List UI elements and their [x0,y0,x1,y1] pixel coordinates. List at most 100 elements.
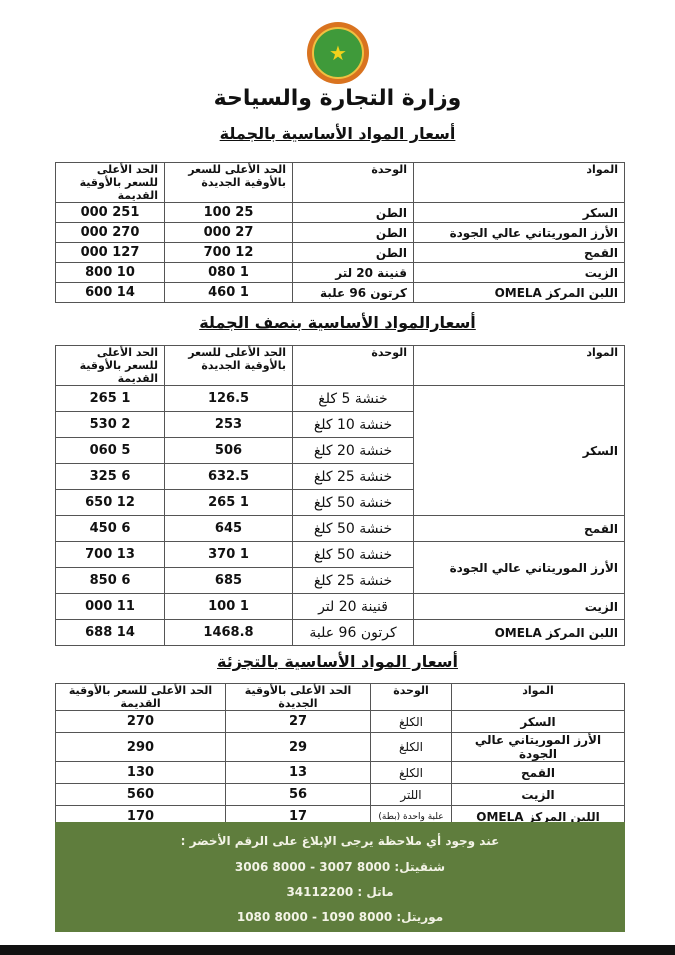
old-price-cell: 1 265 [55,385,165,412]
old-price-cell: 5 060 [55,437,165,464]
unit-cell: خنشة 5 كلغ [292,385,414,412]
unit-cell: خنشة 50 كلغ [292,541,414,568]
material-cell: اللبن المركز OMELA [413,282,625,303]
ministry-title: وزارة التجارة والسياحة [213,86,462,111]
old-price-cell: 251 000 [55,202,165,223]
new-price-cell: 13 [225,761,371,784]
retail-title: أسعار المواد الأساسية بالتجزئة [217,652,458,671]
table-row: القمح الكلغ 13 130 [55,761,625,784]
new-price-cell: 1 370 [164,541,293,568]
table-row: اللبن المركز OMELA كرتون 96 علبة 1 460 14 6… [55,282,625,303]
material-cell: الأرز الموريتاني عالي الجودة [413,541,625,594]
old-price-cell: 130 [55,761,226,784]
new-price-cell: 506 [164,437,293,464]
table-row: خنشة 25 كلغ 685 6 850 [55,567,625,594]
material-cell: الزيت [413,262,625,283]
unit-cell: الكلغ [370,710,452,733]
material-cell: القمح [413,242,625,263]
new-price-cell: 632.5 [164,463,293,490]
new-price-cell: 1 100 [164,593,293,620]
unit-cell: قنينة 20 لتر [292,262,414,283]
semi-wholesale-title: أسعارالمواد الأساسية بنصف الجملة [199,313,476,332]
table-row: الأرز الموريتاني عالي الجودة الكلغ 29 290 [55,732,625,762]
table-row: الزيت قنينة 20 لتر 1 100 11 000 [55,593,625,620]
table-row: خنشة 50 كلغ 1 265 12 650 [55,489,625,516]
unit-cell: كرتون 96 علبة [292,619,414,646]
note-line-mauritel: موريتل: 8000 1090 - 8000 1080 [236,910,444,924]
new-price-cell: 27 000 [164,222,293,243]
old-price-cell: 6 325 [55,463,165,490]
unit-cell: خنشة 50 كلغ [292,489,414,516]
new-price-cell: 25 100 [164,202,293,223]
unit-cell: قنينة 20 لتر [292,593,414,620]
table-row: القمح الطن 12 700 127 000 [55,242,625,263]
table-row: الأرز الموريتاني عالي الجودة الطن 27 000 27… [55,222,625,243]
table-row: السكر خنشة 5 كلغ 126.5 1 265 [55,385,625,516]
semi-wholesale-table: المواد الوحدة الحد الأعلى للسعر بالأوقية ا… [55,345,625,646]
material-cell: القمح [413,515,625,542]
old-price-cell: 14 688 [55,619,165,646]
old-price-cell: 14 600 [55,282,165,303]
header-old-price: الحد الأعلى للسعر بالأوقية القديمة [55,162,165,203]
header-new-price: الحد الأعلى للسعر بالأوقية الجديدة [164,162,293,203]
wholesale-title: أسعار المواد الأساسية بالجملة [219,124,456,143]
header-new-price: الحد الأعلى بالأوقية الجديدة [225,683,371,711]
note-line-mattel: ماتل : 34112200 [286,885,394,899]
new-price-cell: 27 [225,710,371,733]
bottom-bar [0,945,675,955]
unit-cell: خنشة 20 كلغ [292,437,414,464]
material-cell: السكر [451,710,625,733]
header-row: المواد الوحدة الحد الأعلى للسعر بالأوقية ا… [55,162,625,203]
header-old-price: الحد الأعلى للسعر بالأوقية القديمة [55,345,165,386]
old-price-cell: 10 800 [55,262,165,283]
header-unit: الوحدة [370,683,452,711]
new-price-cell: 126.5 [164,385,293,412]
material-cell: الزيت [451,783,625,806]
old-price-cell: 6 850 [55,567,165,594]
material-cell: الأرز الموريتاني عالي الجودة [451,732,625,762]
old-price-cell: 13 700 [55,541,165,568]
table-row: السكر الكلغ 27 270 [55,710,625,733]
new-price-cell: 1 265 [164,489,293,516]
old-price-cell: 12 650 [55,489,165,516]
ministry-seal-logo: ★ [307,22,369,84]
old-price-cell: 11 000 [55,593,165,620]
header-material: المواد [413,345,625,386]
table-row: الزيت قنينة 20 لتر 1 080 10 800 [55,262,625,283]
note-intro: عند وجود أي ملاحظة يرجى الإبلاغ على الرق… [180,834,500,848]
unit-cell: الطن [292,242,414,263]
unit-cell: خنشة 50 كلغ [292,515,414,542]
old-price-cell: 290 [55,732,226,762]
header-unit: الوحدة [292,162,414,203]
retail-table: المواد الوحدة الحد الأعلى بالأوقية الجديدة… [55,683,625,828]
wholesale-table: المواد الوحدة الحد الأعلى للسعر بالأوقية ا… [55,162,625,303]
header-row: المواد الوحدة الحد الأعلى بالأوقية الجديدة… [55,683,625,711]
unit-cell: خنشة 25 كلغ [292,463,414,490]
header-new-price: الحد الأعلى للسعر بالأوقية الجديدة [164,345,293,386]
header-material: المواد [451,683,625,711]
unit-cell: خنشة 10 كلغ [292,411,414,438]
material-cell: القمح [451,761,625,784]
table-row: القمح خنشة 50 كلغ 645 6 450 [55,515,625,542]
unit-cell: الطن [292,222,414,243]
unit-cell: الطن [292,202,414,223]
table-row: الأرز الموريتاني عالي الجودة خنشة 50 كلغ 1… [55,541,625,594]
material-cell: اللبن المركز OMELA [413,619,625,646]
new-price-cell: 1 460 [164,282,293,303]
material-cell: السكر [413,202,625,223]
old-price-cell: 127 000 [55,242,165,263]
new-price-cell: 29 [225,732,371,762]
material-cell: الأرز الموريتاني عالي الجودة [413,222,625,243]
unit-cell: الكلغ [370,761,452,784]
unit-cell: خنشة 25 كلغ [292,567,414,594]
material-cell: السكر [413,385,625,516]
new-price-cell: 253 [164,411,293,438]
material-cell: الزيت [413,593,625,620]
new-price-cell: 645 [164,515,293,542]
header-unit: الوحدة [292,345,414,386]
header-old-price: الحد الأعلى للسعر بالأوقية القديمة [55,683,226,711]
unit-cell: كرتون 96 علبة [292,282,414,303]
old-price-cell: 6 450 [55,515,165,542]
new-price-cell: 12 700 [164,242,293,263]
unit-cell: الكلغ [370,732,452,762]
